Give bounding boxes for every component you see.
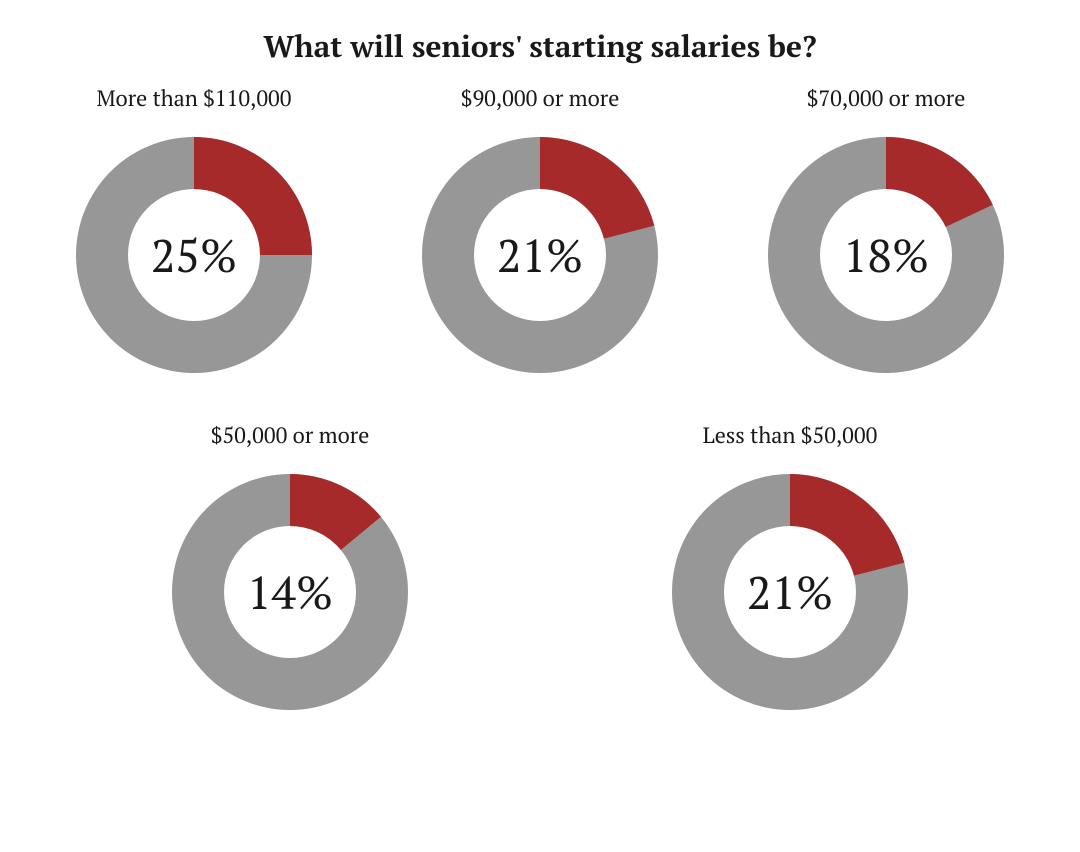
category-label: $90,000 or more (461, 84, 620, 113)
donut-wrap: 18% (762, 131, 1010, 379)
donut-card-3: $50,000 or more 14% (150, 421, 430, 716)
chart-title: What will seniors' starting salaries be? (0, 0, 1080, 78)
donut-percent: 21% (416, 131, 664, 379)
donut-percent: 18% (762, 131, 1010, 379)
donut-wrap: 14% (166, 468, 414, 716)
donut-card-0: More than $110,000 25% (54, 84, 334, 379)
row-1: More than $110,000 25% $90,000 or more 2… (0, 84, 1080, 379)
donut-wrap: 21% (666, 468, 914, 716)
donut-percent: 25% (70, 131, 318, 379)
category-label: Less than $50,000 (703, 421, 878, 450)
category-label: More than $110,000 (96, 84, 291, 113)
donut-card-4: Less than $50,000 21% (650, 421, 930, 716)
donut-percent: 14% (166, 468, 414, 716)
donut-percent: 21% (666, 468, 914, 716)
category-label: $70,000 or more (807, 84, 966, 113)
row-2: $50,000 or more 14% Less than $50,000 21… (0, 421, 1080, 716)
donut-wrap: 25% (70, 131, 318, 379)
donut-card-2: $70,000 or more 18% (746, 84, 1026, 379)
category-label: $50,000 or more (211, 421, 370, 450)
page: What will seniors' starting salaries be?… (0, 0, 1080, 852)
donut-card-1: $90,000 or more 21% (400, 84, 680, 379)
donut-wrap: 21% (416, 131, 664, 379)
